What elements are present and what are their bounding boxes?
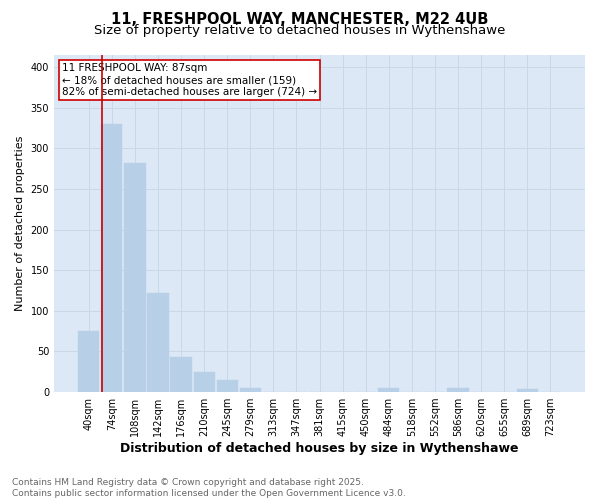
Bar <box>378 388 400 392</box>
Text: Size of property relative to detached houses in Wythenshawe: Size of property relative to detached ho… <box>94 24 506 37</box>
Text: 11, FRESHPOOL WAY, MANCHESTER, M22 4UB: 11, FRESHPOOL WAY, MANCHESTER, M22 4UB <box>112 12 488 28</box>
Bar <box>517 389 538 392</box>
Y-axis label: Number of detached properties: Number of detached properties <box>15 136 25 311</box>
Text: Contains HM Land Registry data © Crown copyright and database right 2025.
Contai: Contains HM Land Registry data © Crown c… <box>12 478 406 498</box>
Bar <box>194 372 215 392</box>
Bar <box>170 357 191 392</box>
Bar <box>78 331 100 392</box>
Bar <box>148 293 169 392</box>
Text: 11 FRESHPOOL WAY: 87sqm
← 18% of detached houses are smaller (159)
82% of semi-d: 11 FRESHPOOL WAY: 87sqm ← 18% of detache… <box>62 64 317 96</box>
Bar <box>239 388 261 392</box>
Bar <box>217 380 238 392</box>
X-axis label: Distribution of detached houses by size in Wythenshawe: Distribution of detached houses by size … <box>120 442 519 455</box>
Bar <box>448 388 469 392</box>
Bar <box>124 163 146 392</box>
Bar <box>101 124 122 392</box>
